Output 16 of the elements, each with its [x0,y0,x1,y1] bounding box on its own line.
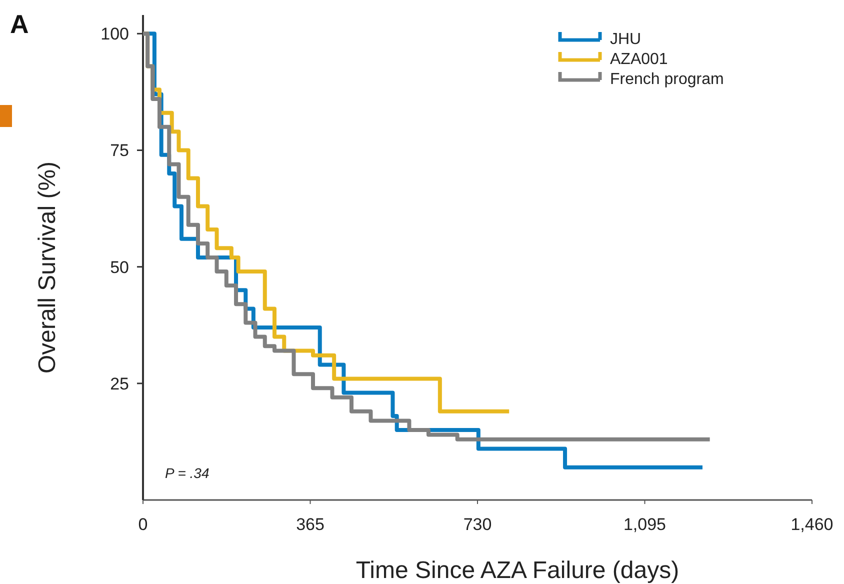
y-tick-label: 50 [110,258,129,277]
y-tick-label: 75 [110,141,129,160]
annotation: P = .34 [165,465,210,481]
x-tick-label: 365 [296,515,324,534]
y-axis-title: Overall Survival (%) [34,161,61,374]
x-tick-label: 1,460 [790,515,834,534]
x-tick-label: 1,095 [623,515,666,534]
y-tick-label: 25 [110,374,129,394]
x-tick-label: 0 [138,515,148,534]
text: A [10,9,29,39]
x-tick-label: 730 [463,515,492,534]
legend-label: French program [610,71,724,88]
legend-label: AZA001 [610,51,668,68]
y-tick-label: 100 [100,24,129,44]
x-axis-title: Time Since AZA Failure (days) [356,557,680,584]
legend-label: JHU [610,31,642,48]
